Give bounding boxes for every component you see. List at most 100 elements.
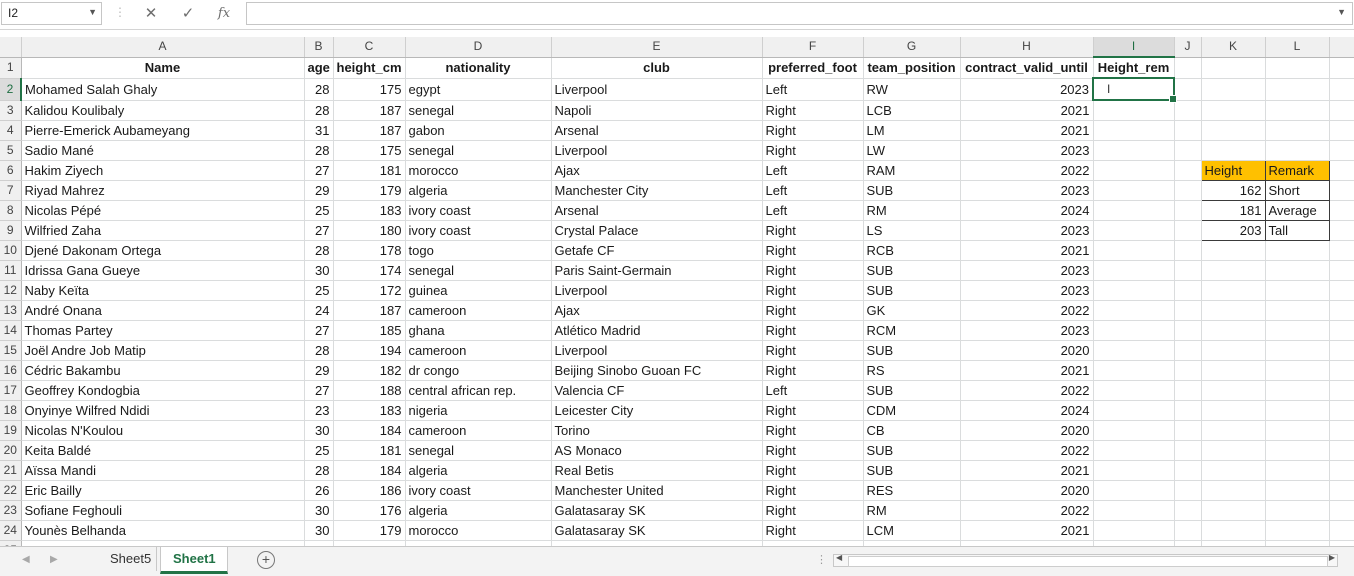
cell-i9[interactable] — [1093, 220, 1175, 241]
cell-l9[interactable]: Tall — [1264, 219, 1330, 241]
cell-k22[interactable] — [1201, 480, 1266, 501]
cell-j19[interactable] — [1174, 420, 1202, 441]
cell-m11[interactable] — [1329, 260, 1354, 281]
cell-h17[interactable]: 2022 — [960, 380, 1094, 401]
cell-h10[interactable]: 2021 — [960, 240, 1094, 261]
cell-a23[interactable]: Sofiane Feghouli — [21, 500, 305, 521]
cell-i5[interactable] — [1093, 140, 1175, 161]
close-icon[interactable]: ✕ — [144, 5, 158, 22]
cell-h4[interactable]: 2021 — [960, 120, 1094, 141]
row-header-18[interactable]: 18 — [0, 400, 22, 421]
cell-m9[interactable] — [1329, 220, 1354, 241]
cell-k14[interactable] — [1201, 320, 1266, 341]
cell-c15[interactable]: 194 — [333, 340, 406, 361]
cell-d13[interactable]: cameroon — [405, 300, 552, 321]
cell-h7[interactable]: 2023 — [960, 180, 1094, 201]
cell-d15[interactable]: cameroon — [405, 340, 552, 361]
cell-l25[interactable] — [1265, 540, 1330, 546]
cell-a20[interactable]: Keita Baldé — [21, 440, 305, 461]
cell-j17[interactable] — [1174, 380, 1202, 401]
cell-g2[interactable]: RW — [863, 78, 961, 101]
cell-c4[interactable]: 187 — [333, 120, 406, 141]
cell-h23[interactable]: 2022 — [960, 500, 1094, 521]
cell-i17[interactable] — [1093, 380, 1175, 401]
cell-a18[interactable]: Onyinye Wilfred Ndidi — [21, 400, 305, 421]
cell-h16[interactable]: 2021 — [960, 360, 1094, 381]
cell-k15[interactable] — [1201, 340, 1266, 361]
cell-a10[interactable]: Djené Dakonam Ortega — [21, 240, 305, 261]
splitter-handle-icon[interactable]: ⋮ — [816, 554, 828, 566]
cell-c11[interactable]: 174 — [333, 260, 406, 281]
cell-k16[interactable] — [1201, 360, 1266, 381]
cell-d1[interactable]: nationality — [405, 57, 552, 79]
cell-l20[interactable] — [1265, 440, 1330, 461]
cell-f23[interactable]: Right — [762, 500, 864, 521]
cell-f7[interactable]: Left — [762, 180, 864, 201]
cell-g8[interactable]: RM — [863, 200, 961, 221]
cell-h8[interactable]: 2024 — [960, 200, 1094, 221]
cell-b10[interactable]: 28 — [304, 240, 334, 261]
cell-i19[interactable] — [1093, 420, 1175, 441]
scroll-tabs-right-icon[interactable]: ▶ — [50, 554, 58, 565]
cell-e23[interactable]: Galatasaray SK — [551, 500, 763, 521]
cell-i15[interactable] — [1093, 340, 1175, 361]
cell-l8[interactable]: Average — [1264, 199, 1330, 221]
cell-c14[interactable]: 185 — [333, 320, 406, 341]
cell-b2[interactable]: 28 — [304, 78, 334, 101]
cell-m24[interactable] — [1329, 520, 1354, 541]
cell-b14[interactable]: 27 — [304, 320, 334, 341]
cell-i7[interactable] — [1093, 180, 1175, 201]
cell-e19[interactable]: Torino — [551, 420, 763, 441]
cell-g6[interactable]: RAM — [863, 160, 961, 181]
cell-f18[interactable]: Right — [762, 400, 864, 421]
cell-i25[interactable] — [1093, 540, 1175, 546]
cell-g1[interactable]: team_position — [863, 57, 961, 79]
cell-grid[interactable]: ABCDEFGHIJKLM1Nameageheight_cmnationalit… — [0, 37, 1354, 546]
cell-h6[interactable]: 2022 — [960, 160, 1094, 181]
column-header-e[interactable]: E — [551, 37, 763, 58]
cell-a9[interactable]: Wilfried Zaha — [21, 220, 305, 241]
cell-b13[interactable]: 24 — [304, 300, 334, 321]
cell-b16[interactable]: 29 — [304, 360, 334, 381]
cell-h13[interactable]: 2022 — [960, 300, 1094, 321]
cell-d12[interactable]: guinea — [405, 280, 552, 301]
cell-k19[interactable] — [1201, 420, 1266, 441]
cell-j23[interactable] — [1174, 500, 1202, 521]
cell-c19[interactable]: 184 — [333, 420, 406, 441]
cell-e13[interactable]: Ajax — [551, 300, 763, 321]
cell-k10[interactable] — [1201, 240, 1266, 261]
cell-a4[interactable]: Pierre-Emerick Aubameyang — [21, 120, 305, 141]
cell-l19[interactable] — [1265, 420, 1330, 441]
row-header-7[interactable]: 7 — [0, 180, 22, 201]
cell-d18[interactable]: nigeria — [405, 400, 552, 421]
cell-l4[interactable] — [1265, 120, 1330, 141]
cell-i8[interactable] — [1093, 200, 1175, 221]
cell-m1[interactable] — [1329, 57, 1354, 79]
row-header-20[interactable]: 20 — [0, 440, 22, 461]
cell-m19[interactable] — [1329, 420, 1354, 441]
scroll-right-icon[interactable]: ▶ — [1328, 553, 1335, 562]
cell-d21[interactable]: algeria — [405, 460, 552, 481]
cell-b3[interactable]: 28 — [304, 100, 334, 121]
scroll-left-icon[interactable]: ◀ — [836, 553, 843, 562]
cell-k7[interactable]: 162 — [1200, 179, 1266, 201]
cell-e25[interactable] — [551, 540, 763, 546]
cell-f15[interactable]: Right — [762, 340, 864, 361]
cell-e12[interactable]: Liverpool — [551, 280, 763, 301]
row-header-5[interactable]: 5 — [0, 140, 22, 161]
cell-k11[interactable] — [1201, 260, 1266, 281]
column-header-c[interactable]: C — [333, 37, 406, 58]
cell-d10[interactable]: togo — [405, 240, 552, 261]
cell-i3[interactable] — [1093, 100, 1175, 121]
cell-f5[interactable]: Right — [762, 140, 864, 161]
cell-f17[interactable]: Left — [762, 380, 864, 401]
cell-h11[interactable]: 2023 — [960, 260, 1094, 281]
cell-m25[interactable] — [1329, 540, 1354, 546]
row-header-13[interactable]: 13 — [0, 300, 22, 321]
cell-j15[interactable] — [1174, 340, 1202, 361]
cell-j25[interactable] — [1174, 540, 1202, 546]
cell-k20[interactable] — [1201, 440, 1266, 461]
cell-m5[interactable] — [1329, 140, 1354, 161]
check-icon[interactable]: ✓ — [181, 5, 195, 22]
cell-g3[interactable]: LCB — [863, 100, 961, 121]
